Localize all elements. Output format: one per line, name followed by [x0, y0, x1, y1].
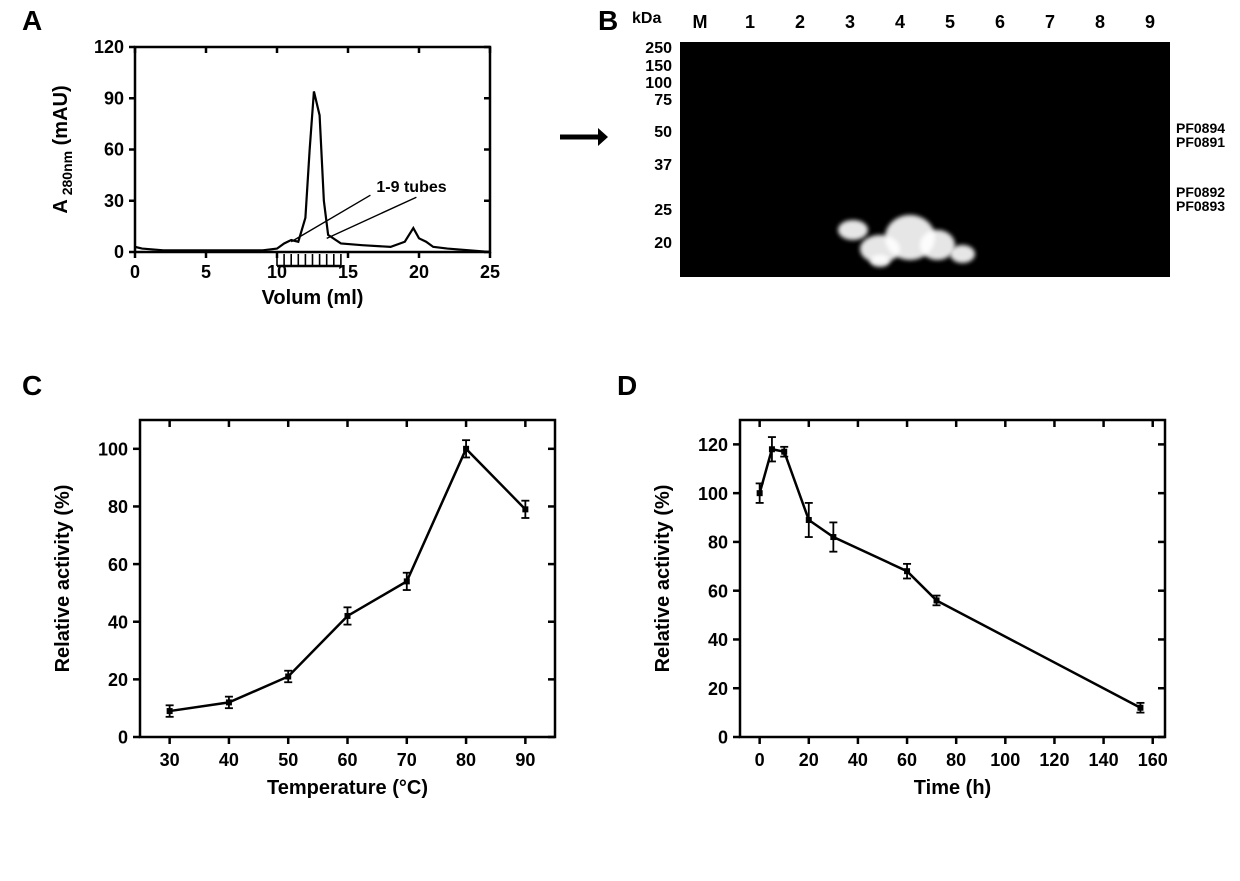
svg-text:60: 60 [108, 555, 128, 575]
gel-lane-label: 4 [890, 12, 910, 33]
svg-text:80: 80 [456, 750, 476, 770]
svg-text:50: 50 [278, 750, 298, 770]
svg-text:40: 40 [219, 750, 239, 770]
panel-c-label: C [22, 370, 42, 402]
panel-d-label: D [617, 370, 637, 402]
figure-container: A 05101520250306090120Volum (ml)A 280nm … [0, 0, 1240, 881]
svg-text:100: 100 [698, 484, 728, 504]
svg-text:60: 60 [897, 750, 917, 770]
svg-text:Relative activity (%): Relative activity (%) [52, 485, 74, 673]
svg-text:20: 20 [799, 750, 819, 770]
gel-lane-label: 9 [1140, 12, 1160, 33]
svg-text:100: 100 [98, 439, 128, 459]
svg-text:0: 0 [755, 750, 765, 770]
svg-text:Temperature (°C): Temperature (°C) [267, 777, 428, 799]
svg-text:90: 90 [515, 750, 535, 770]
gel-lane-label: 2 [790, 12, 810, 33]
svg-text:Time (h): Time (h) [914, 777, 991, 799]
gel-mw-label: 75 [636, 92, 672, 110]
svg-text:120: 120 [1039, 750, 1069, 770]
gel-lane-label: 3 [840, 12, 860, 33]
svg-text:160: 160 [1138, 750, 1168, 770]
gel-side-label: PF0893 [1176, 198, 1225, 214]
svg-text:0: 0 [718, 728, 728, 748]
svg-text:70: 70 [397, 750, 417, 770]
gel-splotch [838, 220, 868, 240]
svg-text:140: 140 [1089, 750, 1119, 770]
svg-text:20: 20 [708, 679, 728, 699]
gel-mw-label: 20 [636, 235, 672, 253]
gel-lane-label: 6 [990, 12, 1010, 33]
svg-text:20: 20 [108, 670, 128, 690]
svg-text:120: 120 [698, 435, 728, 455]
svg-text:0: 0 [118, 728, 128, 748]
svg-text:Relative activity (%): Relative activity (%) [652, 485, 674, 673]
gel-kda-label: kDa [632, 10, 661, 28]
gel-lane-label: 7 [1040, 12, 1060, 33]
gel-lane-label: 1 [740, 12, 760, 33]
svg-text:60: 60 [708, 581, 728, 601]
panel-b-gel: kDaM1234567892501501007550372520PF0894PF… [0, 0, 1240, 300]
gel-lane-label: 5 [940, 12, 960, 33]
gel-splotch [870, 255, 890, 267]
gel-mw-label: 50 [636, 124, 672, 142]
gel-mw-label: 150 [636, 58, 672, 76]
svg-text:40: 40 [708, 630, 728, 650]
svg-text:80: 80 [708, 533, 728, 553]
svg-text:30: 30 [160, 750, 180, 770]
svg-text:60: 60 [337, 750, 357, 770]
svg-text:80: 80 [946, 750, 966, 770]
panel-d-chart: 0 20 40 60 80 100 120 140 160 0 20 40 60 80 100 120 Time… [645, 402, 1185, 802]
panel-c-chart: 30 40 50 60 70 80 90 0 20 40 60 80 100 Temperature (°… [45, 402, 575, 802]
gel-splotch [950, 245, 975, 263]
gel-mw-label: 100 [636, 75, 672, 93]
svg-text:40: 40 [108, 612, 128, 632]
gel-side-label: PF0891 [1176, 134, 1225, 150]
gel-lane-label: M [690, 12, 710, 33]
gel-mw-label: 250 [636, 40, 672, 58]
svg-text:40: 40 [848, 750, 868, 770]
gel-mw-label: 25 [636, 202, 672, 220]
svg-text:100: 100 [990, 750, 1020, 770]
svg-text:80: 80 [108, 497, 128, 517]
gel-mw-label: 37 [636, 157, 672, 175]
gel-lane-label: 8 [1090, 12, 1110, 33]
